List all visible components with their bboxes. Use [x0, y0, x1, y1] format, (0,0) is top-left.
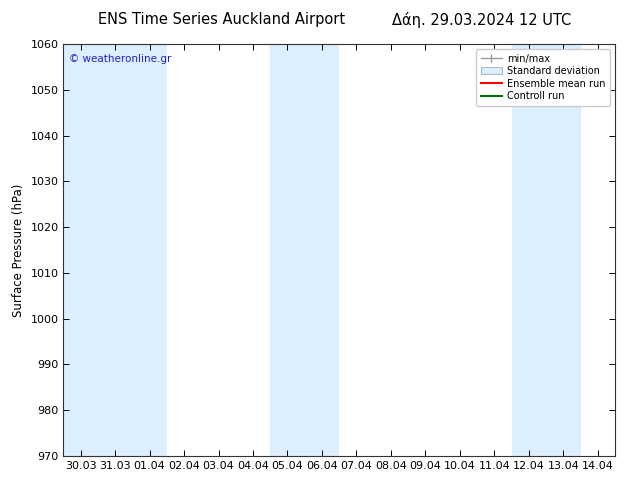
Y-axis label: Surface Pressure (hPa): Surface Pressure (hPa): [12, 183, 25, 317]
Bar: [512, 44, 546, 456]
Bar: [270, 44, 305, 456]
Bar: [305, 44, 339, 456]
Text: © weatheronline.gr: © weatheronline.gr: [69, 54, 171, 64]
Text: Δάη. 29.03.2024 12 UTC: Δάη. 29.03.2024 12 UTC: [392, 12, 571, 28]
Bar: [546, 44, 581, 456]
Bar: [133, 44, 167, 456]
Legend: min/max, Standard deviation, Ensemble mean run, Controll run: min/max, Standard deviation, Ensemble me…: [476, 49, 610, 106]
Bar: [63, 44, 98, 456]
Text: ENS Time Series Auckland Airport: ENS Time Series Auckland Airport: [98, 12, 346, 27]
Bar: [98, 44, 133, 456]
